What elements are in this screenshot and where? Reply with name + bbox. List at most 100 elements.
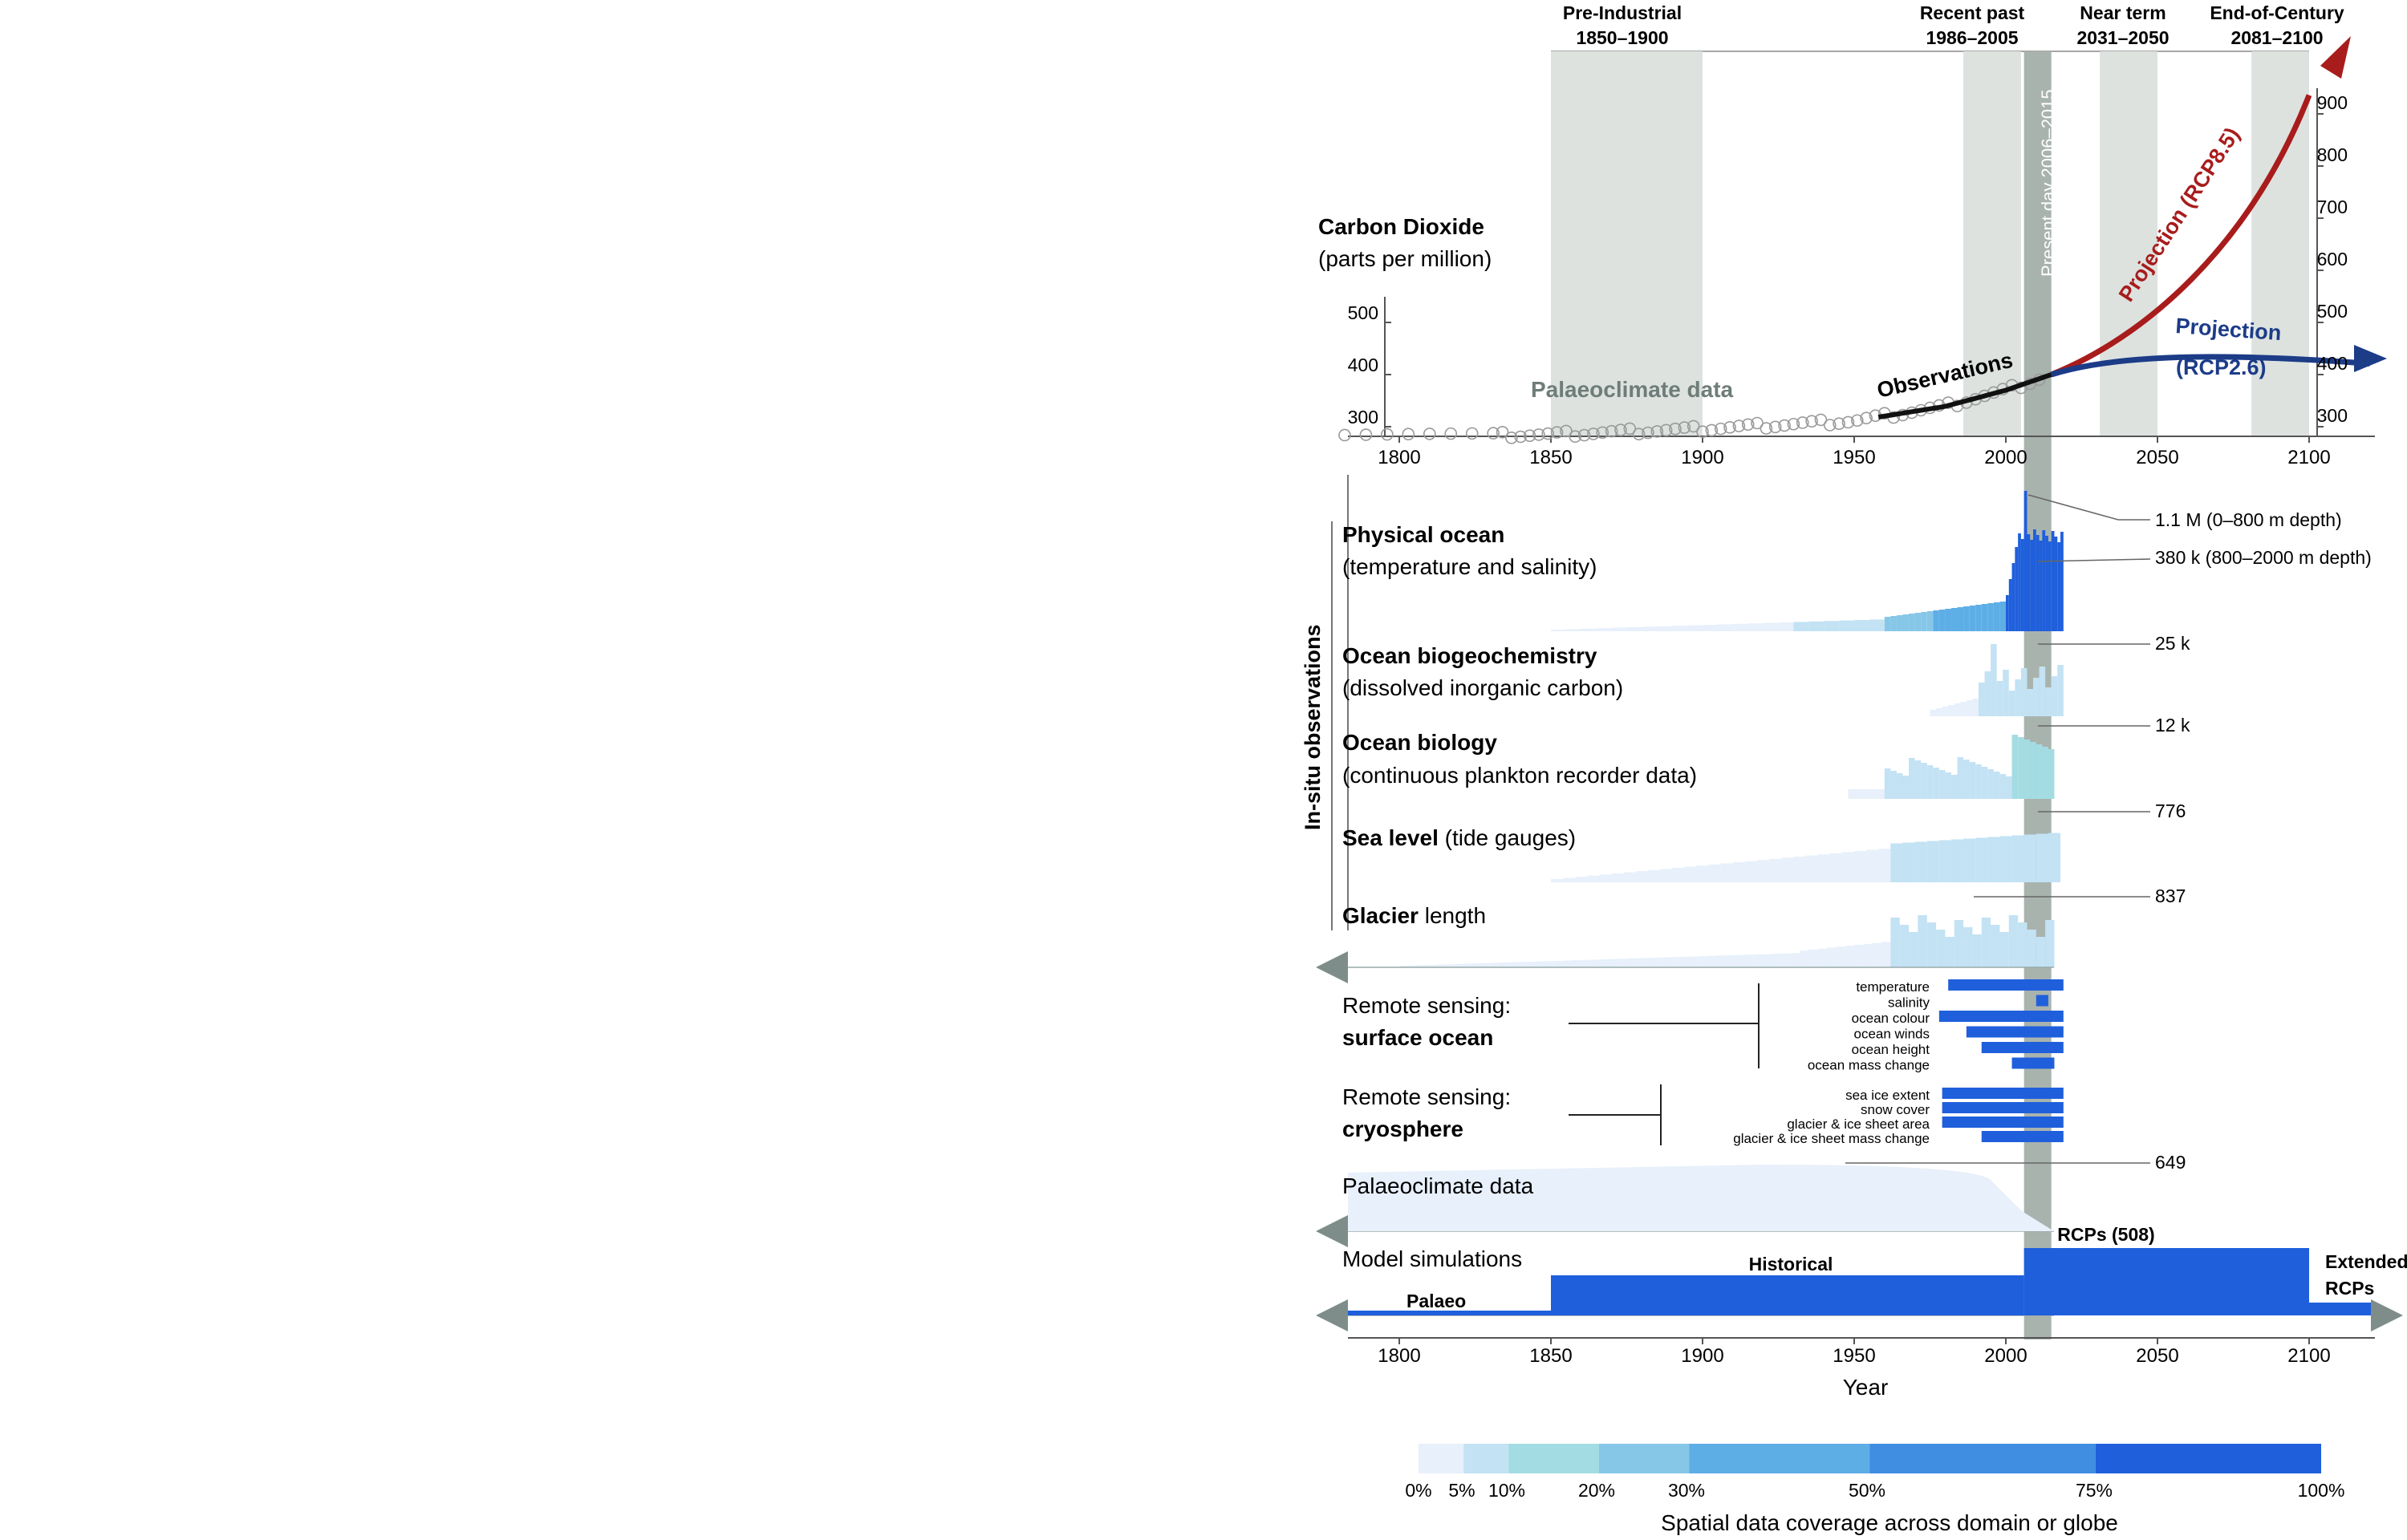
row-title-biogeochemistry: Ocean biogeochemistry [1342, 643, 1597, 668]
glacier-bar [1590, 959, 1600, 967]
glacier-bar [1508, 962, 1518, 967]
biogeochemistry-bar [1954, 703, 1961, 716]
row-title-sea-level: Sea level [1342, 825, 1439, 850]
co2-palaeo-point [1678, 421, 1691, 434]
glacier-bar [1772, 954, 1782, 967]
glacier-bar [1517, 962, 1527, 967]
legend-label: 5% [1448, 1480, 1475, 1501]
in-situ-rows [1316, 475, 2151, 1331]
sea-level-bar [1805, 855, 1818, 882]
glacier-bar [1408, 965, 1418, 967]
remote-cryo-item-label: glacier & ice sheet area [1787, 1116, 1930, 1132]
count-sea-level: 776 [2155, 800, 2186, 821]
glacier-bar [1826, 947, 1837, 967]
physical-ocean-bar [2015, 547, 2019, 631]
physical-ocean-bar [1909, 614, 1915, 631]
palaeo-row-label: Palaeoclimate data [1342, 1173, 1534, 1198]
glacier-bar [1572, 960, 1581, 967]
remote-ocean-item-label: temperature [1856, 979, 1930, 995]
period-range-near-term: 2031–2050 [2076, 27, 2169, 48]
co2-palaeo-point [1487, 427, 1500, 440]
co2-right-tick: 900 [2317, 92, 2348, 113]
co2-palaeo-point [1714, 422, 1727, 436]
glacier-bar [2018, 922, 2027, 967]
period-band [2100, 51, 2157, 436]
sea-level-bar [1757, 860, 1770, 882]
co2-palaeo-point [1632, 428, 1646, 441]
glacier-bar [1635, 958, 1646, 967]
ocean-biology-bar [1963, 760, 1970, 799]
count-physical-800-2000: 380 k (800–2000 m depth) [2155, 547, 2372, 568]
glacier-bar [1918, 915, 1927, 967]
ocean-biology-bar [1999, 774, 2006, 799]
co2-palaeo-point [1423, 428, 1436, 440]
sea-level-bar [2011, 835, 2024, 882]
co2-palaeo-point [1659, 424, 1673, 437]
period-label-pre-industrial: Pre-Industrial [1563, 2, 1682, 23]
co2-palaeo-point [1514, 430, 1527, 444]
period-label-recent-past: Recent past [1920, 2, 2025, 23]
left-arrowhead [1316, 1215, 1348, 1247]
glacier-bar [1926, 922, 1937, 967]
x-tick-bottom: 2100 [2287, 1345, 2330, 1367]
co2-palaeo-point [1338, 428, 1351, 442]
co2-palaeo-point [1741, 418, 1755, 432]
physical-ocean-bar [1717, 624, 1733, 631]
co2-panel [1338, 36, 2387, 444]
ocean-biology-bar [1969, 762, 1976, 799]
legend-label: 100% [2298, 1480, 2345, 1501]
physical-ocean-bar [2057, 542, 2061, 631]
physical-ocean-bar [1565, 629, 1581, 631]
x-tick-bottom: 1850 [1529, 1345, 1572, 1367]
sea-level-bar [1781, 857, 1794, 882]
physical-ocean-bar [1999, 602, 2006, 631]
glacier-bar [1708, 955, 1718, 967]
glacier-bar [1662, 957, 1673, 967]
glacier-bar [1563, 960, 1573, 967]
ocean-biology-bar [1938, 770, 1946, 799]
remote-cryo-bar [1942, 1088, 2064, 1099]
legend-swatch [1689, 1444, 1870, 1473]
sea-level-bar [1975, 837, 1988, 882]
period-range-end-of-century: 2081–2100 [2230, 27, 2323, 48]
co2-left-tick: 500 [1348, 302, 1378, 323]
ocean-biology-bar [1914, 760, 1922, 799]
physical-ocean-bar [1808, 621, 1825, 631]
legend-label: 0% [1405, 1480, 1431, 1501]
physical-ocean-bar [1963, 606, 1970, 631]
remote-ocean-bar [1938, 1011, 2064, 1022]
sea-level-bar [1623, 872, 1636, 882]
sea-level-bar [1963, 838, 1976, 882]
row-sea-level: Sea level (tide gauges) [1342, 825, 1576, 850]
sea-level-bar [1587, 875, 1600, 882]
co2-observations-line [1877, 372, 2052, 419]
co2-palaeo-point [1523, 429, 1536, 443]
co2-palaeo-point [1833, 417, 1845, 431]
glacier-bar [2036, 937, 2046, 967]
remote-cryo-bar [1942, 1102, 2064, 1113]
count-glacier: 837 [2155, 886, 2186, 906]
physical-ocean-bar [1938, 610, 1946, 631]
biogeochemistry-bar [1996, 681, 2003, 716]
ocean-biology-bar [1878, 789, 1885, 799]
row-title-ocean-biology: Ocean biology [1342, 730, 1497, 755]
sea-level-bar [1708, 864, 1721, 882]
physical-ocean-bar [1672, 626, 1688, 631]
remote-cryo-item-label: sea ice extent [1845, 1088, 1930, 1103]
co2-palaeo-point [1614, 424, 1627, 436]
co2-right-tick: 800 [2317, 144, 2348, 165]
glacier-bar [1626, 958, 1636, 967]
remote-ocean-bar [2011, 1057, 2055, 1069]
glacier-bar [1727, 955, 1736, 967]
ocean-biology-bar [1848, 789, 1854, 799]
glacier-bar [1490, 962, 1500, 967]
biogeochemistry-bar [2008, 691, 2015, 716]
biogeochemistry-bar [1978, 683, 1985, 716]
glacier-bar [1454, 963, 1463, 967]
biogeochemistry-bar [2045, 687, 2052, 716]
co2-left-tick: 300 [1348, 407, 1378, 428]
legend-swatch [1463, 1444, 1509, 1473]
remote-cryo-bar [1942, 1116, 2064, 1128]
glacier-bar [1854, 945, 1864, 967]
sea-level-bar [1950, 839, 1964, 882]
